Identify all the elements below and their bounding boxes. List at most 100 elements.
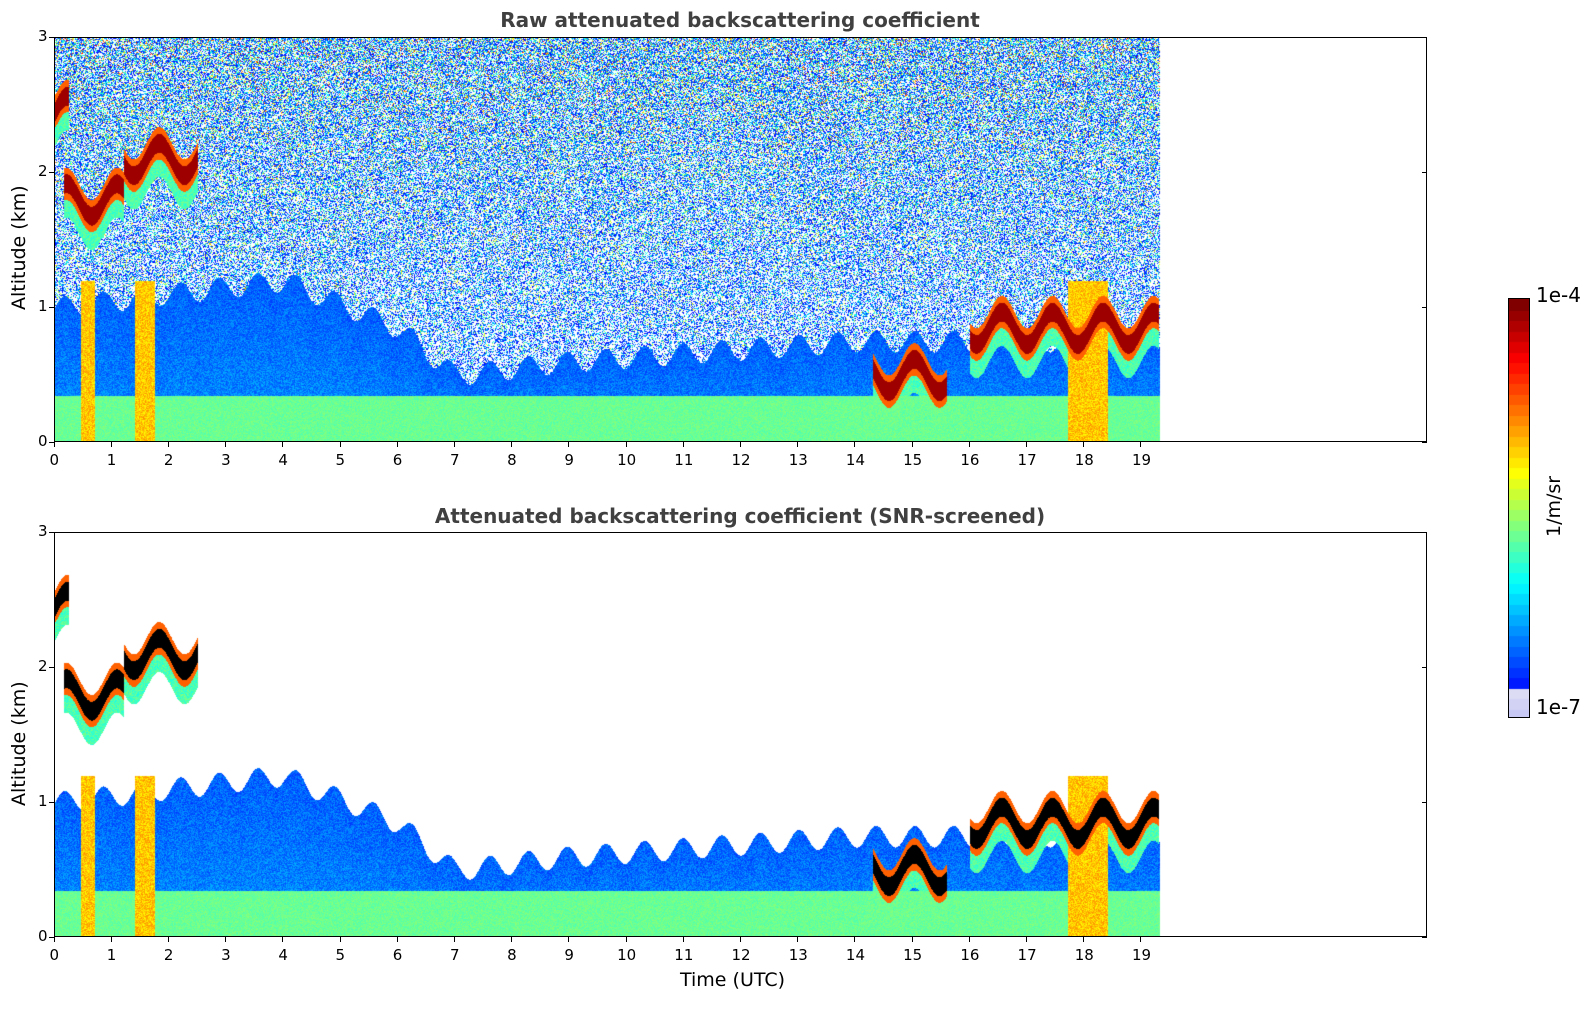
panel1-xtick-label: 0: [49, 451, 60, 469]
panel1-xtick-label: 9: [564, 451, 574, 469]
panel1-xtick-label: 17: [1017, 451, 1037, 469]
panel2-xtick-label: 1: [106, 946, 117, 964]
panel2-xtick-mark: [1083, 937, 1085, 942]
panel2-ytick-label: 2: [38, 657, 48, 675]
panel1-ytick-mark: [49, 306, 54, 308]
panel1-xtick-mark: [453, 442, 455, 447]
panel1-xtick-label: 12: [731, 451, 751, 469]
panel1-xtick-mark: [1083, 442, 1085, 447]
panel2-xtick-label: 13: [788, 946, 808, 964]
panel2-xtick-mark: [53, 937, 55, 942]
panel1-ytick-mark: [1422, 171, 1427, 173]
panel2-xtick-mark: [1026, 937, 1028, 942]
panel1-xtick-label: 11: [674, 451, 694, 469]
panel2-xtick-mark: [682, 937, 684, 942]
panel1-xtick-mark: [740, 442, 741, 447]
panel1-xtick-mark: [225, 442, 227, 447]
colorbar: [1508, 298, 1530, 718]
panel2-xtick-mark: [225, 937, 227, 942]
panel2-plot-area: [54, 532, 1427, 937]
panel1-xtick-mark: [682, 442, 684, 447]
panel1-ytick-mark: [1422, 306, 1427, 308]
panel1-xtick-label: 18: [1074, 451, 1094, 469]
panel2-xtick-mark: [797, 937, 799, 942]
panel1-xtick-mark: [854, 442, 856, 447]
panel2-xtick-label: 18: [1074, 946, 1094, 964]
panel1-xtick-label: 5: [335, 451, 346, 469]
panel2-xtick-mark: [511, 937, 513, 942]
panel2-title: Attenuated backscattering coefficient (S…: [434, 504, 1046, 528]
panel2-ytick-label: 3: [38, 522, 48, 540]
panel2-xtick-label: 4: [278, 946, 288, 964]
panel2-ylabel: Altitude (km): [8, 681, 30, 806]
panel2-xtick-label: 3: [221, 946, 231, 964]
panel2-ytick-mark: [49, 531, 54, 533]
panel2-ytick-mark: [49, 936, 54, 938]
colorbar-gradient: [1509, 299, 1529, 717]
panel2-xtick-label: 10: [617, 946, 637, 964]
panel2-xtick-mark: [911, 937, 913, 942]
panel2-xtick-mark: [110, 937, 112, 942]
panel2-ytick-mark: [1422, 801, 1427, 803]
panel2-xtick-mark: [282, 937, 284, 942]
panel1-xtick-label: 16: [960, 451, 980, 469]
panel1-xtick-label: 19: [1131, 451, 1152, 469]
panel1-ytick-label: 0: [38, 432, 48, 450]
panel1-xtick-mark: [53, 442, 55, 447]
panel2-xtick-label: 8: [507, 946, 517, 964]
panel2-xlabel: Time (UTC): [680, 969, 786, 991]
panel1-xtick-label: 10: [617, 451, 637, 469]
panel2-xtick-mark: [568, 937, 570, 942]
panel2-xtick-label: 16: [960, 946, 980, 964]
panel2-xtick-label: 11: [674, 946, 694, 964]
panel2-xtick-label: 7: [449, 946, 460, 964]
panel2-xtick-label: 19: [1131, 946, 1152, 964]
panel2-xtick-label: 12: [731, 946, 751, 964]
panel1-xtick-mark: [1140, 442, 1142, 447]
panel1-heatmap: [55, 38, 1426, 441]
panel2-xtick-label: 17: [1017, 946, 1037, 964]
panel1-ytick-mark: [1422, 441, 1427, 443]
panel1-ytick-label: 3: [38, 27, 48, 45]
panel1-xtick-label: 13: [788, 451, 808, 469]
panel1-ytick-mark: [1422, 36, 1427, 38]
panel1-xtick-mark: [568, 442, 570, 447]
colorbar-min-label: 1e-7: [1536, 695, 1581, 719]
panel2-xtick-mark: [1140, 937, 1142, 942]
panel2-xtick-label: 2: [163, 946, 174, 964]
panel1-ylabel: Altitude (km): [8, 185, 30, 310]
panel2-ytick-mark: [1422, 936, 1427, 938]
panel2-xtick-mark: [453, 937, 455, 942]
panel2-xtick-mark: [339, 937, 341, 942]
panel2-ytick-mark: [1422, 531, 1427, 533]
panel2-ytick-mark: [1422, 666, 1427, 668]
panel2-xtick-label: 6: [392, 946, 403, 964]
panel1-xtick-label: 4: [278, 451, 288, 469]
panel1-ytick-mark: [49, 36, 54, 38]
panel1-xtick-label: 2: [163, 451, 174, 469]
panel1-xtick-mark: [167, 442, 169, 447]
panel1-xtick-mark: [396, 442, 398, 447]
panel2-xtick-label: 0: [49, 946, 60, 964]
panel1-ytick-label: 2: [38, 162, 48, 180]
panel1-xtick-label: 1: [106, 451, 117, 469]
panel1-xtick-mark: [968, 442, 970, 447]
panel2-xtick-mark: [167, 937, 169, 942]
panel1-ytick-mark: [49, 441, 54, 443]
panel2-xtick-mark: [740, 937, 741, 942]
panel2-xtick-label: 5: [335, 946, 346, 964]
panel1-ytick-label: 1: [38, 297, 48, 315]
panel1-xtick-mark: [625, 442, 627, 447]
panel1-xtick-mark: [110, 442, 112, 447]
panel2-xtick-mark: [968, 937, 970, 942]
colorbar-max-label: 1e-4: [1536, 283, 1581, 307]
panel1-xtick-label: 15: [903, 451, 923, 469]
panel1-xtick-mark: [282, 442, 284, 447]
panel1-xtick-mark: [797, 442, 799, 447]
panel2-ytick-mark: [49, 801, 54, 803]
panel2-xtick-mark: [854, 937, 856, 942]
panel1-xtick-mark: [911, 442, 913, 447]
panel2-xtick-mark: [396, 937, 398, 942]
panel1-xtick-label: 8: [507, 451, 517, 469]
panel2-ytick-label: 0: [38, 927, 48, 945]
